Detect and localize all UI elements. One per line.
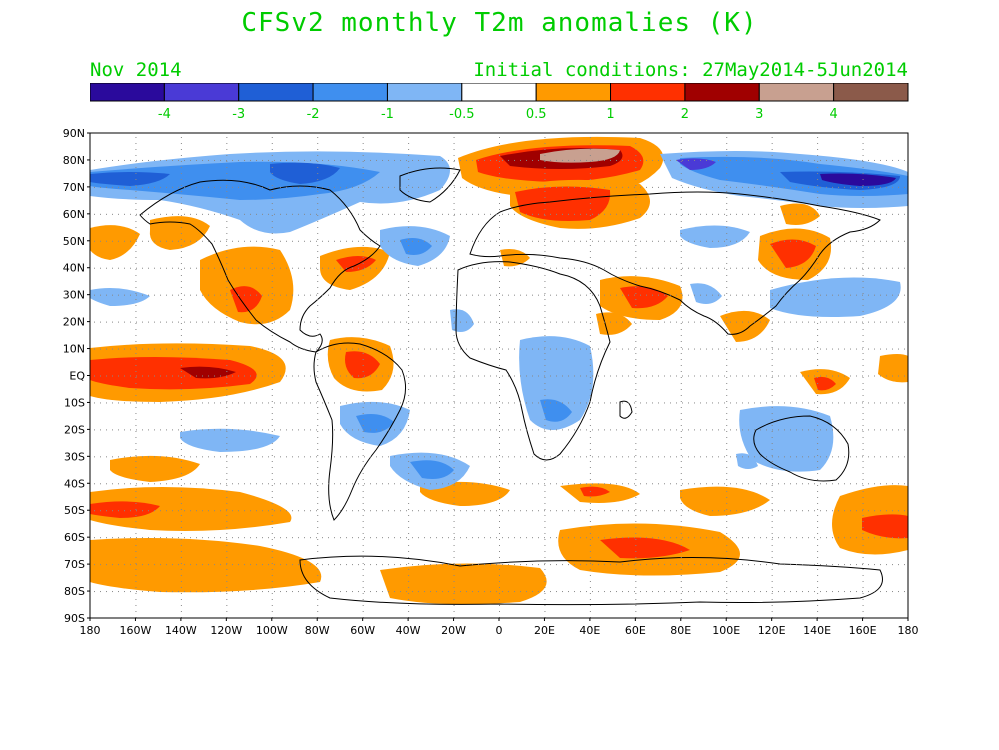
- latitude-label: 90S: [64, 612, 85, 625]
- latitude-labels: 90N 80N 70N 60N 50N 40N 30N 20N 10N EQ 10S 20S 30S 40…: [63, 127, 90, 625]
- colorbar-box: [610, 83, 686, 102]
- colorbar-box: [238, 83, 314, 102]
- colorbar-box: [312, 83, 388, 102]
- anomaly-map: 90N 80N 70N 60N 50N 40N 30N 20N 10N EQ 10S 20S 30S 40…: [63, 127, 919, 637]
- longitude-label: 180: [80, 624, 101, 637]
- longitude-label: 140E: [803, 624, 831, 637]
- colorbar-label: 0.5: [526, 107, 547, 122]
- longitude-labels: 180 160W 140W 120W 100W 80W 60W 40W 20W 0 20E 40E 60…: [80, 618, 919, 637]
- colorbar-box: [461, 83, 537, 102]
- latitude-label: EQ: [69, 370, 85, 383]
- colorbar-label: -1: [381, 107, 394, 122]
- forecast-month: Nov 2014: [90, 59, 182, 81]
- colorbar-boxes: [90, 83, 909, 102]
- colorbar-box: [684, 83, 760, 102]
- latitude-label: 50N: [63, 235, 85, 248]
- longitude-label: 120W: [210, 624, 242, 637]
- anomaly-warm-asia: [500, 203, 850, 395]
- longitude-label: 20W: [441, 624, 466, 637]
- colorbar-label: -3: [232, 107, 245, 122]
- colorbar-label: 3: [755, 107, 763, 122]
- longitude-label: 80W: [305, 624, 330, 637]
- latitude-label: 60N: [63, 208, 85, 221]
- colorbar-labels: -4 -3 -2 -1 -0.5 0.5 1 2 3 4: [158, 107, 838, 122]
- latitude-label: 70S: [64, 558, 85, 571]
- initial-conditions: Initial conditions: 27May2014-5Jun2014: [473, 59, 908, 81]
- colorbar-box: [90, 83, 165, 102]
- colorbar-label: 1: [606, 107, 614, 122]
- colorbar-legend: -4 -3 -2 -1 -0.5 0.5 1 2 3 4: [90, 83, 909, 122]
- anomaly-warm-pacific: [90, 216, 908, 402]
- latitude-label: 20S: [64, 423, 85, 436]
- longitude-label: 20E: [534, 624, 555, 637]
- longitude-label: 80E: [670, 624, 691, 637]
- longitude-label: 100E: [712, 624, 740, 637]
- longitude-label: 60W: [350, 624, 375, 637]
- anomaly-warm-southern: [90, 455, 908, 605]
- anomaly-cold-arctic: [90, 151, 908, 234]
- latitude-label: 80S: [64, 585, 85, 598]
- latitude-label: 10N: [63, 343, 85, 356]
- colorbar-box: [758, 83, 835, 102]
- colorbar-box: [163, 83, 240, 102]
- longitude-label: 60E: [625, 624, 646, 637]
- colorbar-label: -2: [307, 107, 320, 122]
- latitude-label: 70N: [63, 181, 85, 194]
- colorbar-box: [386, 83, 463, 102]
- longitude-label: 120E: [758, 624, 786, 637]
- anomaly-warm-arctic: [458, 136, 664, 229]
- longitude-label: 160W: [120, 624, 152, 637]
- latitude-label: 50S: [64, 504, 85, 517]
- longitude-label: 40W: [396, 624, 421, 637]
- longitude-label: 100W: [256, 624, 288, 637]
- latitude-label: 20N: [63, 316, 85, 329]
- colorbar-label: -0.5: [449, 107, 474, 122]
- longitude-label: 0: [496, 624, 503, 637]
- map-title: CFSv2 monthly T2m anomalies (K): [241, 8, 758, 38]
- latitude-label: 30N: [63, 289, 85, 302]
- colorbar-box: [535, 83, 612, 102]
- coastlines: [139, 167, 883, 606]
- latitude-label: 30S: [64, 450, 85, 463]
- latitude-label: 90N: [63, 127, 85, 140]
- graticule: [94, 137, 905, 618]
- longitude-label: 140W: [165, 624, 197, 637]
- latitude-label: 40N: [63, 262, 85, 275]
- longitude-label: 160E: [849, 624, 877, 637]
- latitude-label: 40S: [64, 477, 85, 490]
- latitude-label: 80N: [63, 154, 85, 167]
- colorbar-label: 2: [681, 107, 689, 122]
- colorbar-box: [833, 83, 909, 102]
- colorbar-label: -4: [158, 107, 171, 122]
- colorbar-label: 4: [829, 107, 837, 122]
- longitude-label: 40E: [579, 624, 600, 637]
- latitude-label: 60S: [64, 531, 85, 544]
- latitude-label: 10S: [64, 396, 85, 409]
- longitude-label: 180: [898, 624, 919, 637]
